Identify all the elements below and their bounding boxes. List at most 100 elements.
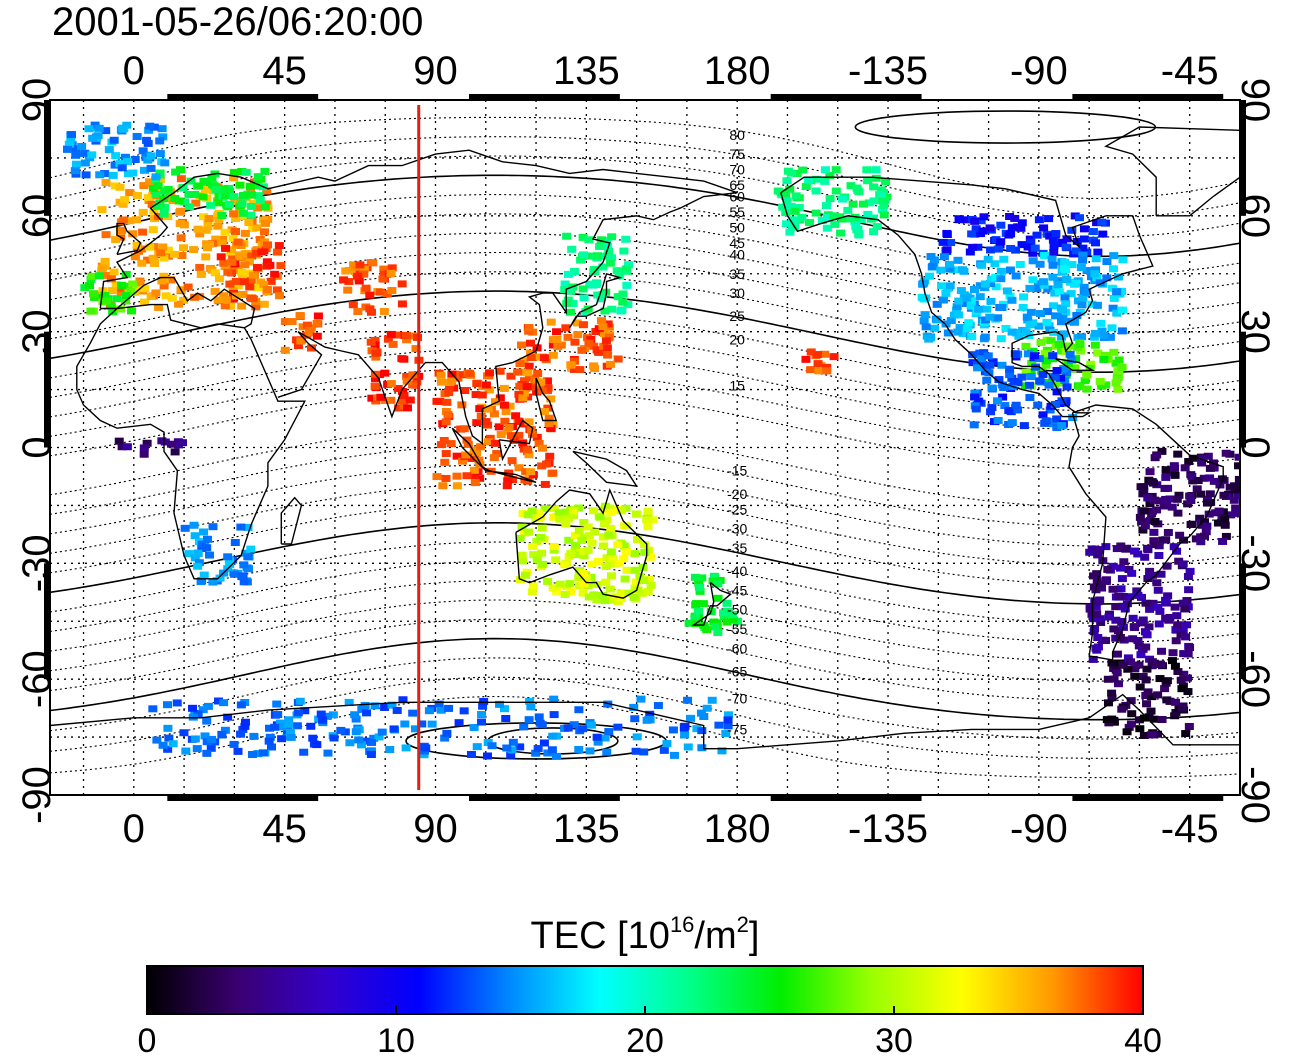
tec-cell [1232,509,1240,517]
tec-cell [920,311,930,319]
tec-cell [566,588,576,596]
tec-cell [210,269,220,277]
tec-cell [296,337,306,345]
tec-cell [1082,267,1092,275]
tec-cell [251,182,261,190]
tec-cell [148,254,158,262]
tec-cell [462,436,472,444]
tec-cell [1155,675,1165,683]
tec-cell [585,252,595,260]
magnetic-contour [50,425,1240,508]
tec-cell [1192,485,1202,493]
tec-cell [1045,232,1055,240]
tec-cell [817,217,827,225]
tec-cell [240,718,250,726]
tec-cell [537,549,547,557]
tec-cell [203,535,213,543]
tec-cell [248,295,258,303]
tec-cell [811,209,821,217]
tec-cell [630,715,640,723]
tec-cell [980,333,990,341]
contour-label: -50 [727,602,747,618]
tec-cell [1060,258,1070,266]
tec-cell [1117,363,1127,371]
tec-cell [538,560,548,568]
tec-cell [601,578,611,586]
tec-cell [622,566,632,574]
tec-cell [1118,661,1128,669]
tec-cell [252,177,262,185]
tec-cell [822,367,832,375]
tec-cell [1077,301,1087,309]
tec-cell [277,723,287,731]
tec-cell [1200,518,1210,526]
tec-cell [643,507,653,515]
tec-cell [996,275,1006,283]
tec-cell [1057,318,1067,326]
tec-cell [543,749,553,757]
tec-cell [549,542,559,550]
tec-cell [728,616,738,624]
tec-cell [245,182,255,190]
tec-cell [1233,492,1240,500]
tec-cell [1102,258,1112,266]
tec-cell [987,404,997,412]
tec-cell [988,358,998,366]
tec-cell [1107,324,1117,332]
tec-cell [277,735,287,743]
tec-cell [702,626,712,634]
tec-cell [370,382,380,390]
tec-cell [662,740,672,748]
tec-cell [115,305,125,313]
tec-cell [1143,546,1153,554]
contour-label: 40 [729,246,745,262]
contour-label: 60 [729,189,745,205]
tec-cell [199,528,209,536]
tec-cell [1109,252,1119,260]
tec-cell [565,308,575,316]
tec-cell [1234,453,1240,461]
tec-cell [1015,260,1025,268]
tec-cell [996,238,1006,246]
tec-cell [427,720,437,728]
tec-cell [190,191,200,199]
tec-cell [872,223,882,231]
frame-bar-bottom [770,795,922,801]
tec-cell [642,516,652,524]
tec-cell [204,214,214,222]
tec-cell [1199,474,1209,482]
tec-cell [1154,551,1164,559]
bottom-axis-tick-labels: 0 45 90 135 180 -135 -90 -45 [123,807,1219,851]
tec-cell [926,253,936,261]
tec-cell [1161,473,1171,481]
tec-cell [206,201,216,209]
tec-cell [1198,454,1208,462]
tec-cell [112,295,122,303]
tec-cell [1181,730,1191,738]
tec-cell [1013,223,1023,231]
tec-cell [595,513,605,521]
tec-cell [350,711,360,719]
tec-cell [436,378,446,386]
tec-cell [579,518,589,526]
tec-cell [1163,528,1173,536]
frame-bar-top [1072,94,1224,100]
tec-cell [359,270,369,278]
tec-cell [1082,371,1092,379]
tec-cell [1092,274,1102,282]
tec-cell [167,294,177,302]
frame-bar-left [44,100,50,216]
tec-cell [1087,300,1097,308]
tec-cell [1078,294,1088,302]
magnetic-contour [50,618,1240,701]
tec-cell [215,574,225,582]
tec-cell [368,259,378,267]
tec-cell [161,292,171,300]
tec-cell [233,747,243,755]
tec-cell [440,458,450,466]
tec-cell [1121,545,1131,553]
tec-cell [993,245,1003,253]
tec-cell [565,287,575,295]
tec-cell [924,335,934,343]
tec-cell [1088,228,1098,236]
